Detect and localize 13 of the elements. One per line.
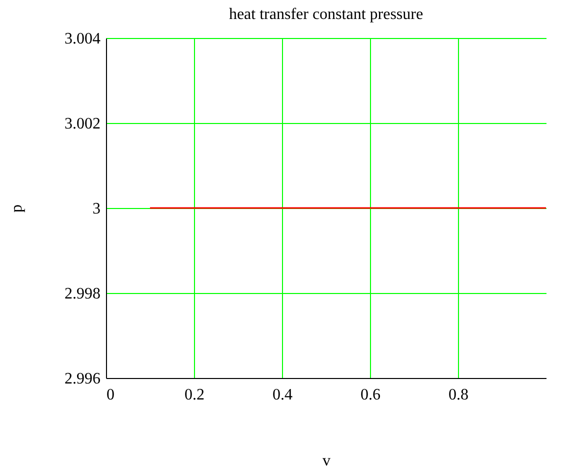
x-axis-title: v xyxy=(322,452,330,470)
x-tick-label: 0.6 xyxy=(360,386,380,404)
y-tick-label: 3.002 xyxy=(64,116,100,132)
y-axis-title: p xyxy=(8,204,26,212)
chart-title: heat transfer constant pressure xyxy=(228,6,424,23)
x-tick-label: 0 xyxy=(106,386,114,404)
x-tick-label: 0.4 xyxy=(272,386,292,404)
x-tick-label: 0.2 xyxy=(184,386,204,404)
y-tick-label: 3 xyxy=(92,200,100,218)
y-tick-label: 3.004 xyxy=(64,30,100,48)
x-tick-label: 0.8 xyxy=(448,386,468,404)
y-tick-label: 2.996 xyxy=(64,370,100,388)
y-tick-label: 2.998 xyxy=(64,286,100,302)
